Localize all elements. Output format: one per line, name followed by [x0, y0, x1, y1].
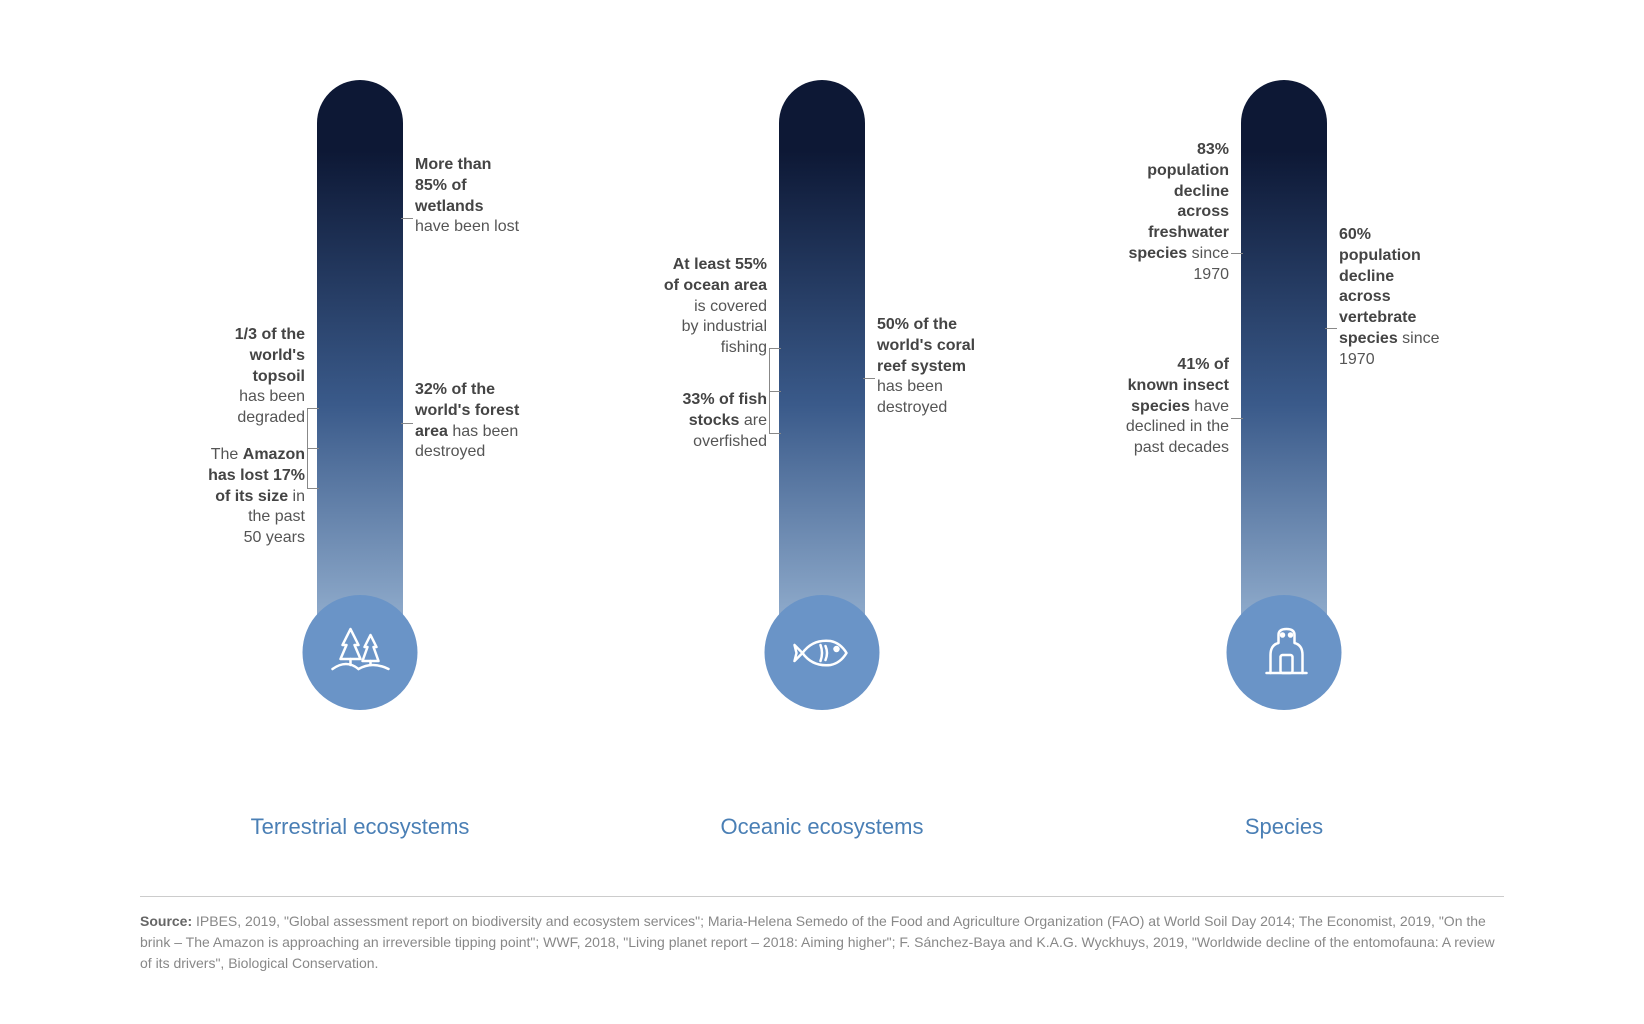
- trees-hills-icon: [328, 621, 392, 685]
- thermometer-tube: [779, 80, 865, 670]
- tick-mark: [769, 433, 781, 434]
- column-title-terrestrial: Terrestrial ecosystems: [140, 814, 580, 840]
- thermometer-species: [1241, 80, 1327, 710]
- tick-mark: [863, 378, 875, 379]
- thermometer-bulb: [1227, 595, 1342, 710]
- tick-mark: [401, 423, 413, 424]
- column-title-species: Species: [1064, 814, 1504, 840]
- callout-terrestrial-1: The Amazonhas lost 17%of its size inthe …: [140, 445, 305, 549]
- bracket-connector: [307, 448, 319, 449]
- thermometer-tube: [1241, 80, 1327, 670]
- source-text: IPBES, 2019, "Global assessment report o…: [140, 913, 1495, 971]
- column-terrestrial: Terrestrial ecosystems 1/3 of theworld's…: [140, 80, 580, 840]
- thermometer-terrestrial: [317, 80, 403, 710]
- tick-mark: [307, 488, 319, 489]
- callout-oceanic-0: At least 55%of ocean areais coveredby in…: [602, 255, 767, 359]
- thermometer-tube: [317, 80, 403, 670]
- tick-mark: [1231, 253, 1243, 254]
- callout-species-0: 83%populationdeclineacrossfreshwaterspec…: [1064, 140, 1229, 286]
- tick-mark: [401, 218, 413, 219]
- bracket-connector: [769, 391, 781, 392]
- callout-oceanic-2: 50% of theworld's coralreef systemhas be…: [877, 315, 1042, 419]
- thermometer-bulb: [303, 595, 418, 710]
- callout-oceanic-1: 33% of fishstocks areoverfished: [602, 390, 767, 452]
- column-oceanic: Oceanic ecosystems At least 55%of ocean …: [602, 80, 1042, 840]
- column-species: Species 83%populationdeclineacrossfreshw…: [1064, 80, 1504, 840]
- callout-species-2: 60%populationdeclineacrossvertebratespec…: [1339, 225, 1504, 371]
- fish-icon: [790, 621, 854, 685]
- tick-mark: [769, 348, 781, 349]
- callout-species-1: 41% ofknown insectspecies havedeclined i…: [1064, 355, 1229, 459]
- callout-terrestrial-2: More than85% ofwetlandshave been lost: [415, 155, 580, 238]
- thermometer-bulb: [765, 595, 880, 710]
- source-citation: Source: IPBES, 2019, "Global assessment …: [140, 896, 1504, 974]
- callout-terrestrial-0: 1/3 of theworld'stopsoilhas beendegraded: [140, 325, 305, 429]
- thermometer-oceanic: [779, 80, 865, 710]
- infographic-columns: Terrestrial ecosystems 1/3 of theworld's…: [140, 80, 1504, 840]
- source-label: Source:: [140, 913, 192, 929]
- tick-mark: [1325, 328, 1337, 329]
- callout-terrestrial-3: 32% of theworld's forestarea has beendes…: [415, 380, 580, 463]
- tick-mark: [307, 408, 319, 409]
- tick-mark: [1231, 418, 1243, 419]
- column-title-oceanic: Oceanic ecosystems: [602, 814, 1042, 840]
- gorilla-icon: [1252, 621, 1316, 685]
